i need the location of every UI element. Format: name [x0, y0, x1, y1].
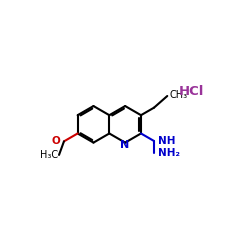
Text: NH₂: NH₂ [158, 148, 180, 158]
Text: H₃C: H₃C [40, 150, 58, 160]
Text: N: N [120, 140, 130, 150]
Text: O: O [52, 136, 60, 146]
Text: HCl: HCl [179, 85, 204, 98]
Text: NH: NH [158, 136, 176, 146]
Text: CH₃: CH₃ [170, 90, 188, 100]
